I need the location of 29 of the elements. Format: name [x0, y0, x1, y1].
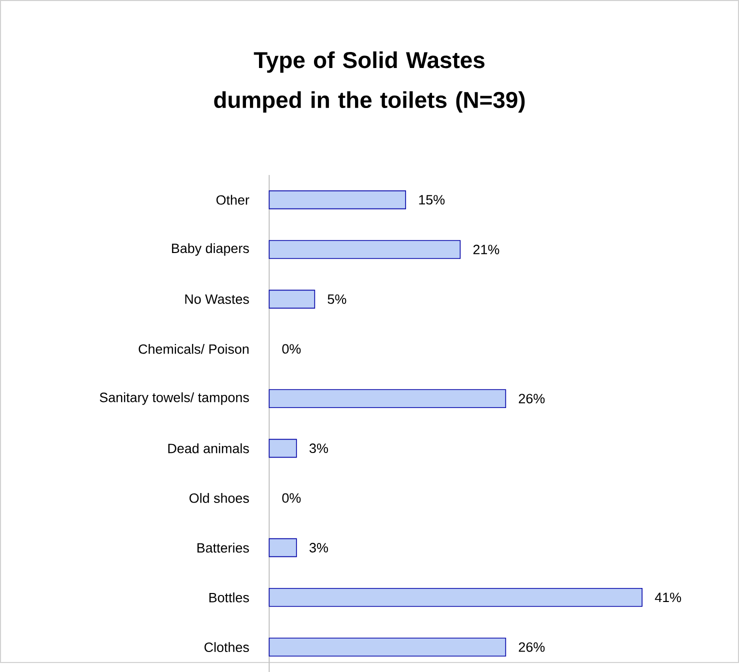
- data-label: 15%: [419, 194, 445, 204]
- data-label: 3%: [310, 542, 328, 552]
- bar: [268, 637, 506, 656]
- data-label: 3%: [310, 443, 328, 453]
- data-label: 21%: [473, 244, 500, 254]
- bar: [268, 538, 297, 557]
- y-tick-label: No Wastes: [185, 294, 249, 304]
- y-tick-label: Sanitary towels/ tampons: [100, 392, 249, 405]
- y-tick-label: Other: [216, 194, 250, 205]
- chart-title: Type of Solid Wastes dumped in the toilets (N=39): [214, 51, 525, 112]
- y-tick-label: Batteries: [197, 542, 249, 552]
- y-tick-label: Clothes: [204, 642, 249, 652]
- data-label: 26%: [518, 642, 545, 652]
- y-tick-label: Old shoes: [190, 492, 249, 503]
- data-label: 26%: [518, 394, 545, 404]
- bar: [268, 388, 506, 408]
- y-tick-label: Bottles: [209, 592, 249, 602]
- data-label: 41%: [654, 592, 682, 602]
- bar: [268, 290, 316, 308]
- data-label: 0%: [282, 493, 301, 503]
- bar: [268, 588, 642, 607]
- y-tick-label: Baby diapers: [172, 243, 249, 256]
- data-label: 0%: [282, 344, 301, 354]
- data-label: 5%: [328, 294, 346, 304]
- y-tick-label: Dead animals: [168, 443, 249, 454]
- bar: [268, 240, 461, 259]
- bar: [268, 190, 406, 209]
- bar: [268, 438, 297, 458]
- y-tick-label: Chemicals/ Poison: [138, 344, 249, 354]
